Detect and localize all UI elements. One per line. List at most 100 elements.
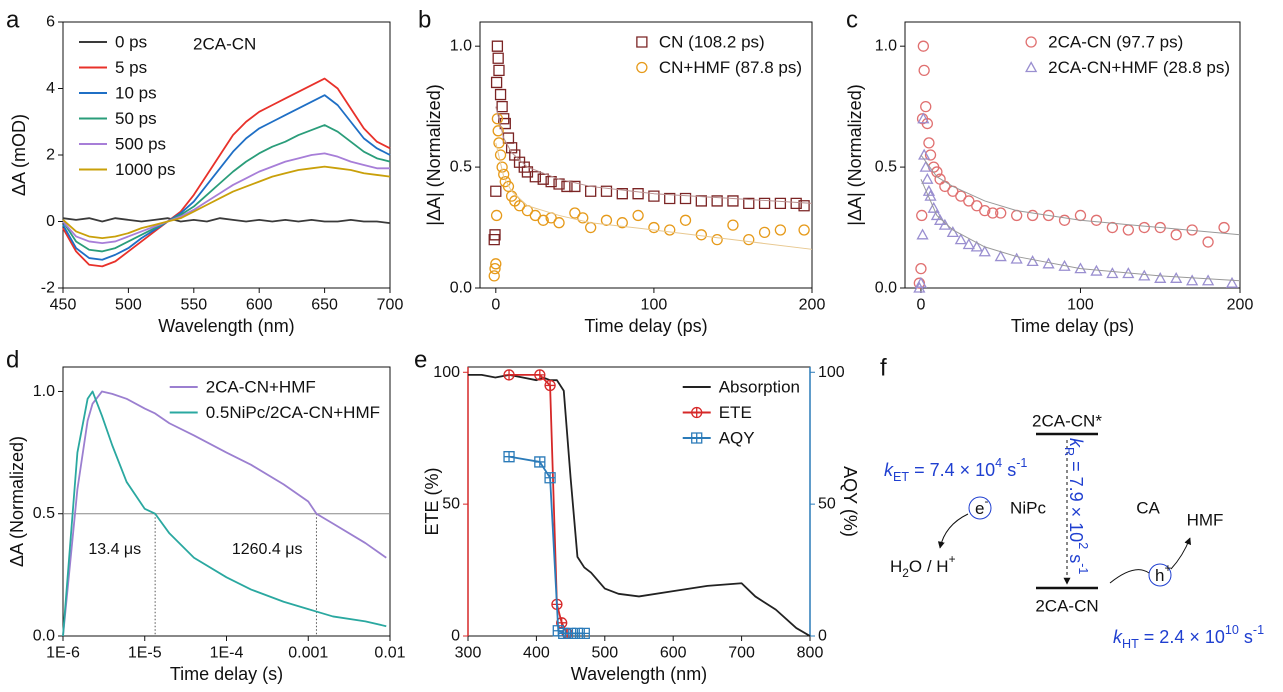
data-point bbox=[600, 185, 613, 197]
data-point bbox=[774, 197, 787, 210]
y-axis-title: |ΔA| (Normalized) bbox=[845, 84, 865, 225]
data-point bbox=[493, 64, 505, 77]
data-point bbox=[632, 209, 644, 222]
y-tick-label: 1.0 bbox=[33, 383, 55, 400]
data-point bbox=[1090, 214, 1103, 226]
text-part: -1 bbox=[1076, 563, 1090, 574]
data-point bbox=[920, 101, 932, 113]
y-axis-title: |ΔA| (Normalized) bbox=[424, 84, 444, 225]
data-point bbox=[529, 171, 541, 183]
side-label: CA bbox=[1136, 499, 1160, 518]
data-line bbox=[62, 124, 391, 253]
data-point bbox=[946, 226, 959, 238]
data-point bbox=[933, 213, 947, 225]
fit-line bbox=[495, 106, 813, 204]
data-point bbox=[492, 52, 504, 64]
text-part: HT bbox=[1122, 637, 1139, 651]
data-point bbox=[489, 263, 501, 275]
data-point bbox=[491, 40, 504, 52]
x-tick-label: 300 bbox=[455, 645, 482, 662]
excited-state: 2CA-CN* bbox=[1032, 412, 1102, 431]
data-point bbox=[743, 234, 755, 246]
text-part: s bbox=[1066, 549, 1086, 563]
data-point bbox=[498, 113, 510, 125]
x-tick-label: 200 bbox=[1227, 297, 1254, 314]
data-point bbox=[553, 178, 565, 190]
legend-label: 0.5NiPc/2CA-CN+HMF bbox=[206, 403, 380, 422]
electron-label: e- bbox=[975, 494, 988, 518]
y-tick-label: -2 bbox=[41, 280, 55, 297]
data-point bbox=[537, 214, 549, 226]
product: HMF bbox=[1187, 511, 1224, 530]
data-point bbox=[994, 250, 1007, 262]
data-point bbox=[494, 88, 507, 101]
data-point bbox=[1170, 229, 1182, 241]
panel-label: c bbox=[846, 7, 858, 34]
legend-marker bbox=[1025, 36, 1037, 48]
data-point bbox=[490, 209, 503, 222]
legend-marker bbox=[636, 36, 648, 48]
data-point bbox=[679, 214, 692, 226]
hole-arrow bbox=[1109, 538, 1190, 584]
y-tick-label: 0.5 bbox=[450, 159, 472, 176]
data-point bbox=[1074, 209, 1087, 222]
data-point bbox=[1201, 274, 1215, 286]
data-point bbox=[987, 207, 999, 219]
data-point bbox=[1106, 267, 1119, 279]
data-point bbox=[743, 197, 755, 210]
text-part: O / H bbox=[909, 557, 949, 576]
legend-label: Absorption bbox=[719, 378, 800, 397]
legend-label: ETE bbox=[719, 403, 752, 422]
rate-et: kET = 7.4 × 104 s-1 bbox=[884, 456, 1027, 484]
x-tick-label: 700 bbox=[377, 297, 404, 314]
data-point bbox=[578, 627, 590, 640]
fit-line bbox=[920, 154, 1241, 236]
y2-tick-label: 0 bbox=[818, 628, 827, 645]
data-point bbox=[491, 113, 504, 125]
data-point bbox=[971, 200, 983, 212]
panel-label: b bbox=[418, 7, 431, 34]
y-tick-label: 1.0 bbox=[450, 38, 472, 55]
data-point bbox=[727, 219, 739, 231]
data-point bbox=[1202, 236, 1214, 248]
data-point bbox=[915, 263, 927, 275]
data-point bbox=[798, 200, 810, 212]
data-line bbox=[62, 165, 391, 240]
data-point bbox=[498, 168, 510, 180]
y-axis-title: ΔA (Normalized) bbox=[7, 436, 27, 567]
data-line bbox=[62, 390, 387, 637]
y-tick-label: 0.5 bbox=[875, 159, 897, 176]
chart-panel: b 0 100 200 0.0 0.5 1.0 Time delay (ps) |ΔA| (No… bbox=[418, 7, 825, 337]
text-part: R bbox=[1062, 447, 1076, 456]
data-point bbox=[518, 161, 530, 173]
fit-line bbox=[920, 178, 1241, 282]
legend-label: 2CA-CN (97.7 ps) bbox=[1048, 33, 1183, 52]
data-point bbox=[544, 379, 556, 392]
data-point bbox=[503, 451, 515, 463]
x-tick-label: 0 bbox=[491, 297, 500, 314]
data-point bbox=[569, 180, 581, 193]
electron-arrow bbox=[937, 513, 969, 549]
x-tick-label: 550 bbox=[180, 297, 207, 314]
panel-label: f bbox=[880, 355, 887, 382]
x-tick-label: 0 bbox=[916, 297, 925, 314]
annotation: 1260.4 μs bbox=[232, 541, 303, 558]
data-point bbox=[488, 233, 500, 246]
water-label: H2O / H+ bbox=[890, 552, 956, 580]
x-axis-title: Time delay (ps) bbox=[584, 316, 707, 336]
data-point bbox=[1138, 269, 1151, 281]
annotation: 2CA-CN bbox=[193, 35, 256, 54]
plot-frame bbox=[904, 21, 1241, 289]
data-point bbox=[947, 185, 959, 197]
data-point bbox=[1011, 209, 1023, 222]
x-axis-title: Wavelength (nm) bbox=[158, 316, 294, 336]
data-point bbox=[1122, 224, 1134, 236]
data-point bbox=[664, 224, 676, 236]
data-point bbox=[962, 238, 975, 250]
legend-label: 5 ps bbox=[115, 58, 147, 77]
x-tick-label: 1E-6 bbox=[46, 645, 80, 662]
data-point bbox=[1138, 221, 1150, 234]
data-point bbox=[798, 224, 810, 236]
diagram-panel: f 2CA-CN* 2CA-CN CA NiPc HMF bbox=[880, 355, 1223, 616]
